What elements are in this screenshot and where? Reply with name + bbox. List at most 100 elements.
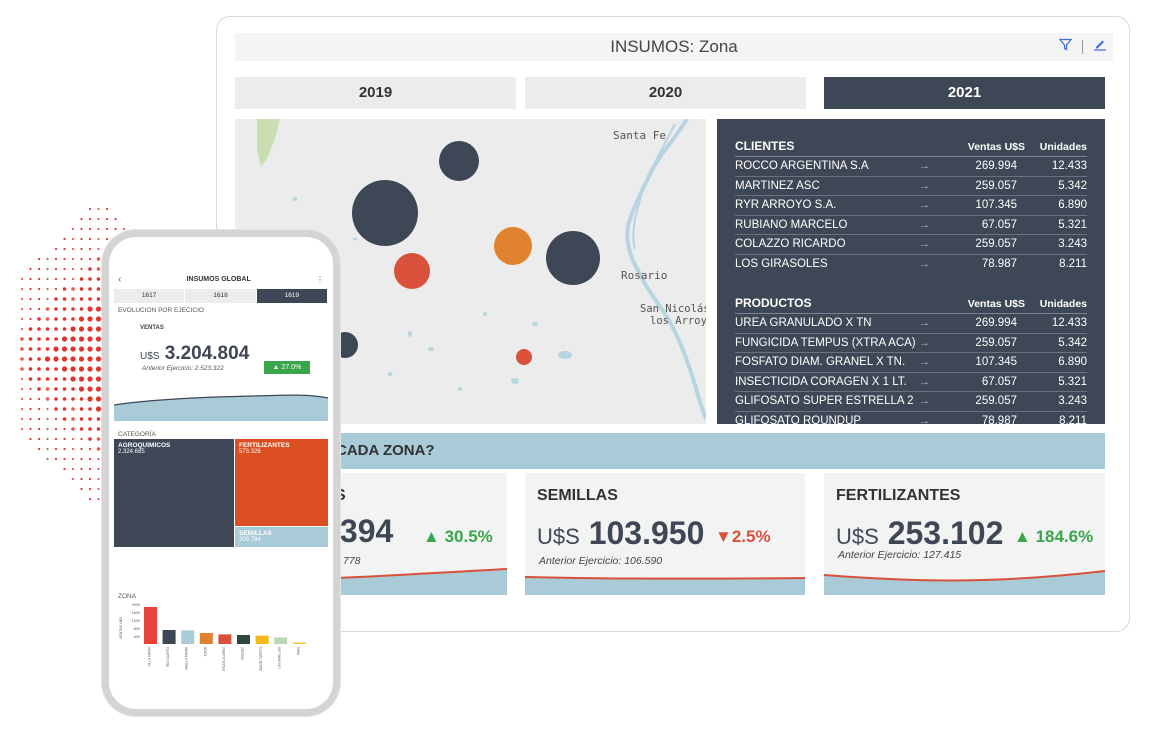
zona-bar-label: ARELLA MARÍA [185, 646, 189, 670]
row-unidades: 8.211 [1059, 258, 1087, 271]
y-tick-label: 80K [134, 627, 141, 631]
tab-year-2019[interactable]: 2019 [235, 77, 516, 109]
cliente-row[interactable]: LOS GIRASOLES → 78.987 8.211 [735, 255, 1087, 275]
zona-bar-label: LAS VARILLAS [278, 647, 282, 669]
row-name: FUNGICIDA TEMPUS (XTRA ACA) [735, 336, 916, 349]
card-value: U$S 253.102 [836, 515, 1004, 551]
ventas-anterior: Anterior Ejercicio: 2.523.322 [142, 365, 224, 372]
row-unidades: 3.243 [1058, 238, 1087, 251]
productos-unidades-header: Unidades [1039, 298, 1087, 310]
producto-row[interactable]: FUNGICIDA TEMPUS (XTRA ACA) → 259.057 5.342 [735, 334, 1087, 353]
map-label-san-nicolas: San Nicolás [640, 303, 706, 315]
cliente-row[interactable]: COLAZZO RICARDO → 259.057 3.243 [735, 235, 1087, 255]
zona-bar-chart: 200K 160K 120K 80K 40K VENTAS U$S VILLA MARIA R… [119, 603, 306, 671]
map-label-arroyos: los Arroyos [650, 315, 706, 327]
cliente-row[interactable]: RUBIANO MARCELO → 67.057 5.321 [735, 216, 1087, 235]
arrow-icon: → [919, 336, 930, 349]
cliente-row[interactable]: MARTINEZ ASC → 259.057 5.342 [735, 177, 1087, 196]
zone-bubble [516, 349, 532, 365]
row-unidades: 5.342 [1058, 179, 1087, 192]
arrow-icon: → [919, 179, 930, 192]
zona-bar-label: AVAS [296, 647, 300, 655]
zona-bar[interactable] [274, 637, 288, 644]
row-name: COLAZZO RICARDO [735, 238, 846, 251]
arrow-icon: → [919, 356, 930, 369]
tab-year-2020[interactable]: 2020 [525, 77, 806, 109]
zona-bar[interactable] [237, 635, 250, 644]
zona-bar[interactable] [292, 642, 306, 644]
card-delta: ▲ 184.6% [1014, 527, 1094, 546]
row-name: RUBIANO MARCELO [735, 218, 848, 231]
arrow-icon: → [919, 258, 930, 271]
treemap-agroquimicos[interactable]: AGROQUIMICOS 2.324.685 [114, 439, 234, 547]
clientes-ventas-header: Ventas U$S [967, 141, 1025, 153]
productos-list: UREA GRANULADO X TN → 269.994 12.433 FUNGICI… [735, 314, 1087, 431]
zona-section: ZONA 200K 160K 120K 80K 40K VENTAS U$S VILLA M… [114, 593, 328, 671]
card-previous: Anterior Ejercicio: 127.415 [838, 549, 962, 561]
producto-row[interactable]: INSECTICIDA CORAGEN X 1 LT. → 67.057 5.321 [735, 373, 1087, 392]
row-ventas: 269.994 [975, 160, 1017, 173]
treemap-fertilizantes[interactable]: FERTILIZANTES 573.326 [235, 439, 328, 526]
row-ventas: 259.057 [975, 395, 1017, 408]
row-ventas: 107.345 [975, 356, 1017, 369]
kpi-card-semillas[interactable]: SEMILLAS U$S 103.950 ▼2.5% Anterior Ejer… [525, 473, 805, 595]
card-title: FERTILIZANTES [836, 487, 961, 504]
phone-header: ‹ INSUMOS GLOBAL ⋮ [114, 271, 328, 287]
tab-1618[interactable]: 1618 [185, 289, 257, 303]
map-label-santa-fe: Santa Fe [613, 129, 666, 142]
row-unidades: 5.321 [1058, 218, 1087, 231]
zona-bar[interactable] [255, 635, 269, 644]
row-ventas: 269.994 [975, 317, 1017, 330]
back-icon[interactable]: ‹ [118, 273, 122, 285]
y-tick-label: 200K [132, 603, 141, 607]
zone-bubble [439, 141, 479, 181]
zona-bar[interactable] [181, 630, 195, 644]
arrow-icon: → [919, 395, 930, 408]
cliente-row[interactable]: RYR ARROYO S.A. → 107.345 6.890 [735, 196, 1087, 216]
producto-row[interactable]: FOSFATO DIAM. GRANEL X TN. → 107.345 6.890 [735, 353, 1087, 373]
producto-row[interactable]: GLIFOSATO ROUNDUP → 78.987 8.211 [735, 412, 1087, 432]
y-tick-label: 40K [134, 635, 141, 639]
row-name: GLIFOSATO SUPER ESTRELLA 2 [735, 395, 914, 408]
producto-row[interactable]: UREA GRANULADO X TN → 269.994 12.433 [735, 314, 1087, 334]
productos-header: PRODUCTOS Ventas U$S Unidades [735, 292, 1087, 314]
edit-icon[interactable] [1093, 37, 1107, 56]
card-title: SEMILLAS [537, 487, 618, 504]
tab-1617[interactable]: 1617 [114, 289, 186, 303]
zone-bubble [494, 227, 532, 265]
ventas-kpi: EVOLUCION POR EJECICIO VENTAS U$S 3.204.… [114, 303, 328, 421]
row-ventas: 67.057 [981, 375, 1017, 388]
treemap-semillas[interactable]: SEMILLAS 306.784 [235, 527, 328, 547]
row-unidades: 12.433 [1051, 160, 1087, 173]
zone-bubble [394, 253, 430, 289]
toolbar-divider [1082, 39, 1083, 54]
section-categoria: CATEGORÍA [118, 431, 156, 438]
zona-bar[interactable] [144, 607, 157, 644]
zone-bubble [546, 231, 600, 285]
cliente-row[interactable]: ROCCO ARGENTINA S.A → 269.994 12.433 [735, 157, 1087, 177]
zona-bar-label: VILLA MARIA [148, 646, 152, 666]
zona-bar[interactable] [218, 634, 232, 644]
dashboard-title: INSUMOS: Zona [235, 33, 1113, 61]
tab-year-2021[interactable]: 2021 [824, 77, 1105, 109]
kpi-card-fertilizantes[interactable]: FERTILIZANTES U$S 253.102 ▲ 184.6% Anter… [824, 473, 1105, 595]
row-name: FOSFATO DIAM. GRANEL X TN. [735, 356, 906, 369]
ventas-value: U$S 3.204.804 [140, 343, 250, 364]
categoria-treemap: AGROQUIMICOS 2.324.685 FERTILIZANTES 573.3… [114, 439, 328, 547]
filter-icon[interactable] [1058, 38, 1073, 56]
producto-row[interactable]: GLIFOSATO SUPER ESTRELLA 2 → 259.057 3.243 [735, 392, 1087, 412]
more-menu-icon[interactable]: ⋮ [315, 274, 324, 284]
clientes-list: ROCCO ARGENTINA S.A → 269.994 12.433 MARTINE… [735, 157, 1087, 274]
zona-bar-label: MARCOS JUAREZ [222, 647, 226, 671]
productos-title: PRODUCTOS [735, 296, 812, 310]
card-delta: ▼2.5% [715, 527, 771, 546]
zona-bar[interactable] [162, 630, 176, 644]
zona-bar[interactable] [199, 633, 213, 644]
phone-screen: ‹ INSUMOS GLOBAL ⋮ 1617 1618 1619 EVOLUC… [114, 271, 328, 671]
tab-1619[interactable]: 1619 [256, 289, 328, 303]
year-tabs: 2019 2020 2021 [235, 77, 1105, 109]
categoria-section: CATEGORÍA AGROQUIMICOS 2.324.685 FERTILIZ… [114, 427, 328, 557]
clientes-title: CLIENTES [735, 139, 795, 153]
phone-mockup: ‹ INSUMOS GLOBAL ⋮ 1617 1618 1619 EVOLUC… [102, 230, 340, 716]
row-ventas: 107.345 [975, 199, 1017, 212]
